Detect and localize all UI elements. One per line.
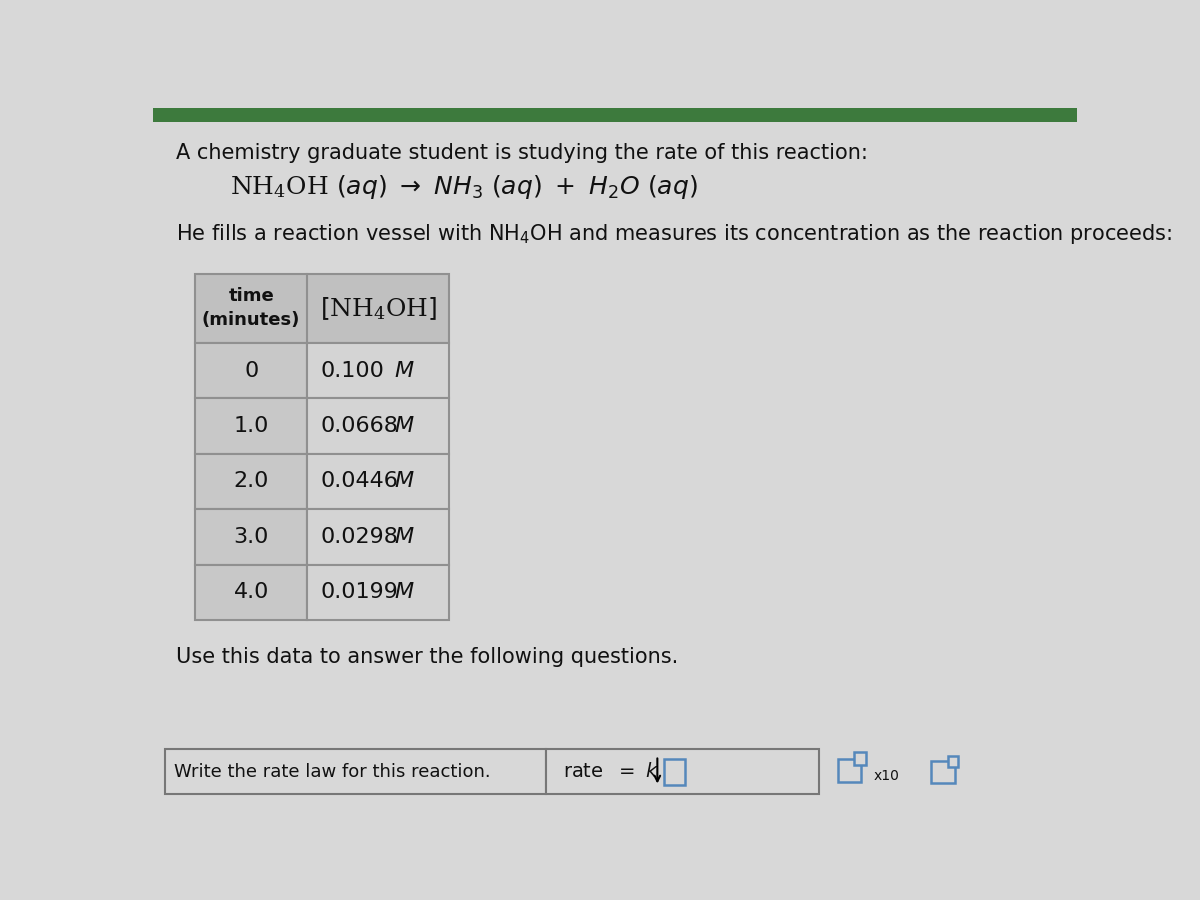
Text: $\mathit{M}$: $\mathit{M}$ bbox=[394, 526, 415, 548]
Bar bbox=[307, 399, 450, 454]
Bar bbox=[154, 108, 1078, 122]
Text: 1.0: 1.0 bbox=[234, 416, 269, 436]
Text: 4.0: 4.0 bbox=[234, 582, 269, 602]
Text: A chemistry graduate student is studying the rate of this reaction:: A chemistry graduate student is studying… bbox=[176, 142, 868, 163]
Text: 0: 0 bbox=[244, 361, 258, 381]
Bar bbox=[196, 274, 450, 343]
Bar bbox=[196, 454, 307, 509]
Bar bbox=[196, 343, 307, 399]
Bar bbox=[307, 343, 450, 399]
Text: rate  $=\ k$: rate $=\ k$ bbox=[563, 762, 659, 781]
Bar bbox=[196, 399, 307, 454]
Text: time
(minutes): time (minutes) bbox=[202, 287, 300, 329]
Text: 2.0: 2.0 bbox=[234, 472, 269, 491]
Bar bbox=[664, 759, 685, 785]
Bar bbox=[948, 756, 959, 767]
Bar bbox=[164, 750, 546, 794]
Text: $\mathit{M}$: $\mathit{M}$ bbox=[394, 415, 415, 437]
Bar bbox=[196, 564, 307, 620]
Bar bbox=[931, 761, 955, 782]
Bar bbox=[196, 509, 307, 564]
Text: He fills a reaction vessel with $\mathregular{NH_4OH}$ and measures its concentr: He fills a reaction vessel with $\mathre… bbox=[176, 222, 1172, 246]
Text: $\mathregular{NH_4OH}\ (aq)\ \rightarrow\ NH_3\ (aq)\ +\ H_2O\ (aq)$: $\mathregular{NH_4OH}\ (aq)\ \rightarrow… bbox=[230, 174, 697, 202]
Text: 0.100: 0.100 bbox=[320, 361, 385, 381]
Text: 0.0668: 0.0668 bbox=[320, 416, 398, 436]
Bar bbox=[839, 759, 862, 782]
Text: $\mathit{M}$: $\mathit{M}$ bbox=[394, 471, 415, 492]
Bar bbox=[307, 564, 450, 620]
Text: Write the rate law for this reaction.: Write the rate law for this reaction. bbox=[174, 762, 491, 780]
Text: $\left[\mathregular{NH_4OH}\right]$: $\left[\mathregular{NH_4OH}\right]$ bbox=[319, 295, 437, 321]
Text: $\mathit{M}$: $\mathit{M}$ bbox=[394, 360, 415, 382]
Text: $\mathit{M}$: $\mathit{M}$ bbox=[394, 581, 415, 603]
Bar bbox=[307, 509, 450, 564]
Bar bbox=[307, 454, 450, 509]
Text: 0.0446: 0.0446 bbox=[320, 472, 398, 491]
Text: Use this data to answer the following questions.: Use this data to answer the following qu… bbox=[176, 647, 678, 667]
Text: x10: x10 bbox=[874, 769, 900, 783]
Text: 3.0: 3.0 bbox=[234, 526, 269, 547]
Text: 0.0199: 0.0199 bbox=[320, 582, 398, 602]
Text: 0.0298: 0.0298 bbox=[320, 526, 398, 547]
Bar bbox=[853, 752, 866, 765]
Bar bbox=[546, 750, 820, 794]
